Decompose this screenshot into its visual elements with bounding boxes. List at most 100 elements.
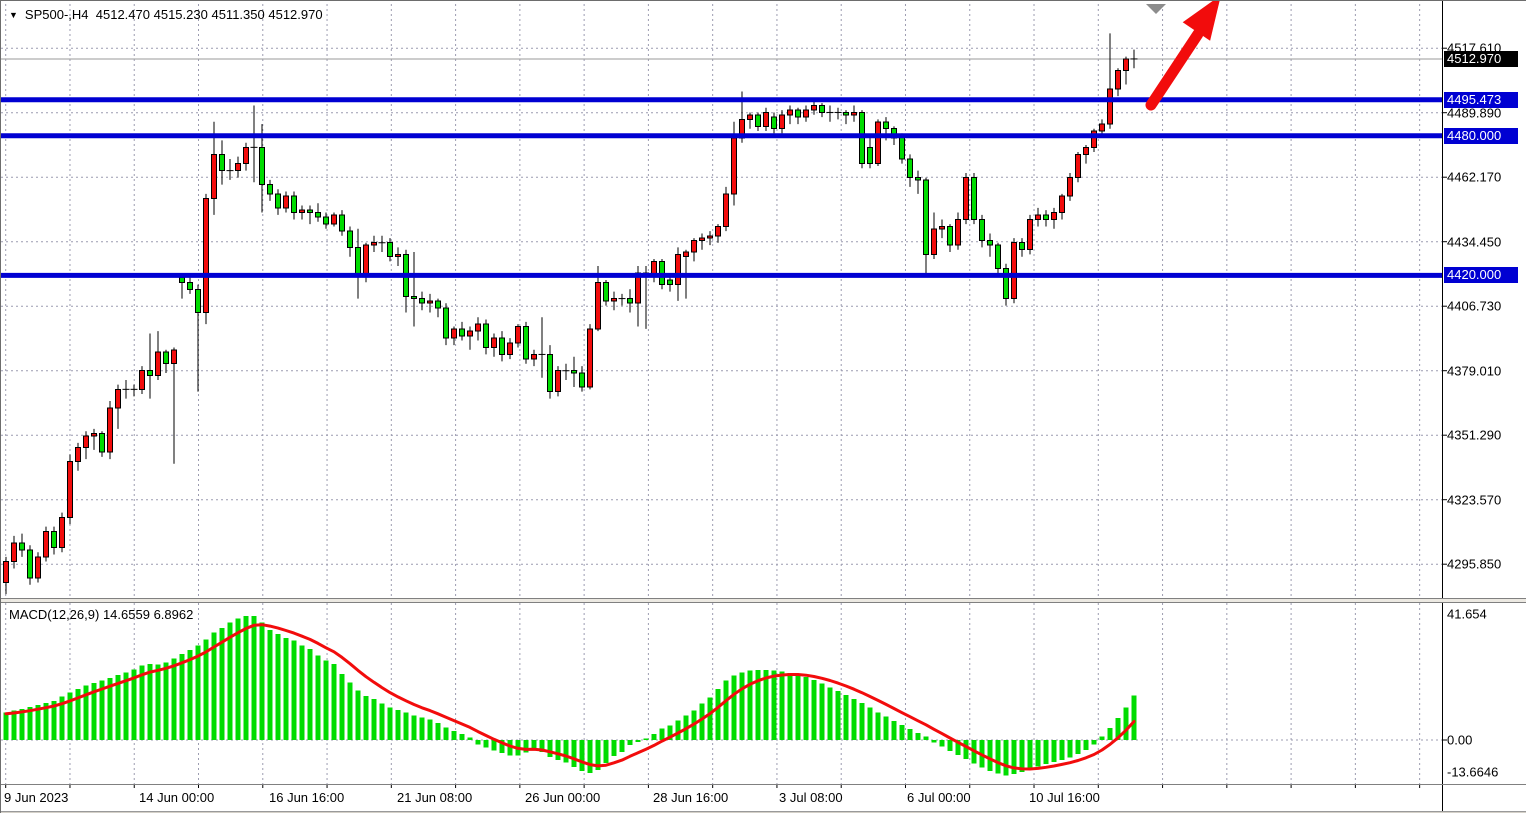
macd-bar (963, 740, 969, 760)
macd-bar (1067, 740, 1073, 758)
candle-body (1083, 146, 1089, 155)
macd-bar (579, 740, 585, 772)
candle-body (235, 163, 241, 172)
candle-body (707, 235, 713, 239)
macd-bar (379, 703, 385, 740)
macd-bar (235, 618, 241, 740)
candle-body (923, 179, 929, 255)
candle-body (627, 298, 633, 304)
trend-arrow[interactable] (1145, 1, 1221, 111)
macd-bar (435, 723, 441, 740)
candle-body (1075, 153, 1081, 179)
candle-body (763, 111, 769, 127)
candle-body (323, 216, 329, 225)
macd-bar (619, 740, 625, 752)
macd-bar (123, 672, 129, 740)
macd-bar (227, 622, 233, 740)
candlesticks[interactable] (3, 33, 1138, 595)
macd-signal-line (4, 623, 1136, 771)
macd-bar (811, 680, 817, 740)
candle-body (1035, 214, 1041, 220)
candle-body (483, 323, 489, 348)
macd-bar (1123, 707, 1129, 740)
axis-ticks (5, 47, 1447, 788)
macd-bar (1059, 740, 1065, 760)
candle-body (259, 146, 265, 186)
macd-bar (1091, 740, 1097, 745)
macd-bar (91, 682, 97, 740)
candle-body (963, 177, 969, 220)
candle-body (675, 253, 681, 286)
candle-body (803, 109, 809, 118)
macd-bar (875, 712, 881, 740)
candle-body (331, 214, 337, 225)
macd-bar (555, 740, 561, 760)
macd-bar (75, 689, 81, 740)
candle-body (291, 195, 297, 213)
macd-bar (659, 728, 665, 740)
macd-bar (459, 734, 465, 740)
macd-bar (59, 696, 65, 740)
macd-bar (307, 649, 313, 740)
support-resistance-lines[interactable] (1, 97, 1442, 278)
candle-body (427, 300, 433, 304)
candle-body (1019, 242, 1025, 251)
macd-bar (1075, 740, 1081, 755)
macd-bar (275, 634, 281, 740)
macd-bar (835, 690, 841, 740)
macd-bar (627, 740, 633, 745)
candle-body (787, 109, 793, 116)
macd-bar (1115, 718, 1121, 740)
candle-body (771, 116, 777, 130)
candle-body (931, 228, 937, 255)
candle-body (755, 114, 761, 127)
candle-body (939, 225, 945, 230)
macd-bar (723, 680, 729, 740)
macd-bar (419, 717, 425, 740)
macd-bar (67, 692, 73, 740)
macd-bar (1035, 740, 1041, 767)
candle-body (699, 237, 705, 241)
macd-bar (947, 740, 953, 751)
macd-bar (171, 658, 177, 740)
candle-body (3, 561, 9, 583)
macd-bar (347, 682, 353, 740)
macd-indicator (3, 615, 1137, 776)
candle-body (419, 298, 425, 304)
candle-body (715, 225, 721, 237)
macd-bar (1003, 740, 1009, 776)
macd-bar (411, 715, 417, 740)
candle-body (299, 209, 305, 213)
candle-body (91, 433, 97, 437)
macd-bar (859, 703, 865, 740)
candle-body (155, 351, 161, 376)
candle-body (267, 184, 273, 195)
candle-body (811, 104, 817, 111)
candle-body (899, 135, 905, 160)
candle-body (915, 177, 921, 181)
candle-body (907, 158, 913, 179)
candle-body (867, 146, 873, 165)
macd-bar (443, 727, 449, 740)
macd-bar (923, 736, 929, 740)
candle-body (163, 351, 169, 365)
macd-bar (483, 740, 489, 748)
candle-body (507, 342, 513, 355)
macd-bar (643, 738, 649, 740)
macd-bar (883, 716, 889, 740)
macd-bar (187, 650, 193, 740)
candle-body (147, 370, 153, 376)
macd-bar (827, 687, 833, 740)
macd-bar (299, 645, 305, 740)
candle-body (35, 556, 41, 579)
candle-body (107, 407, 113, 453)
candle-body (1091, 130, 1097, 148)
macd-bar (571, 740, 577, 768)
macd-bar (795, 674, 801, 740)
candle-body (27, 549, 33, 579)
candle-body (947, 225, 953, 246)
macd-bar (499, 740, 505, 754)
